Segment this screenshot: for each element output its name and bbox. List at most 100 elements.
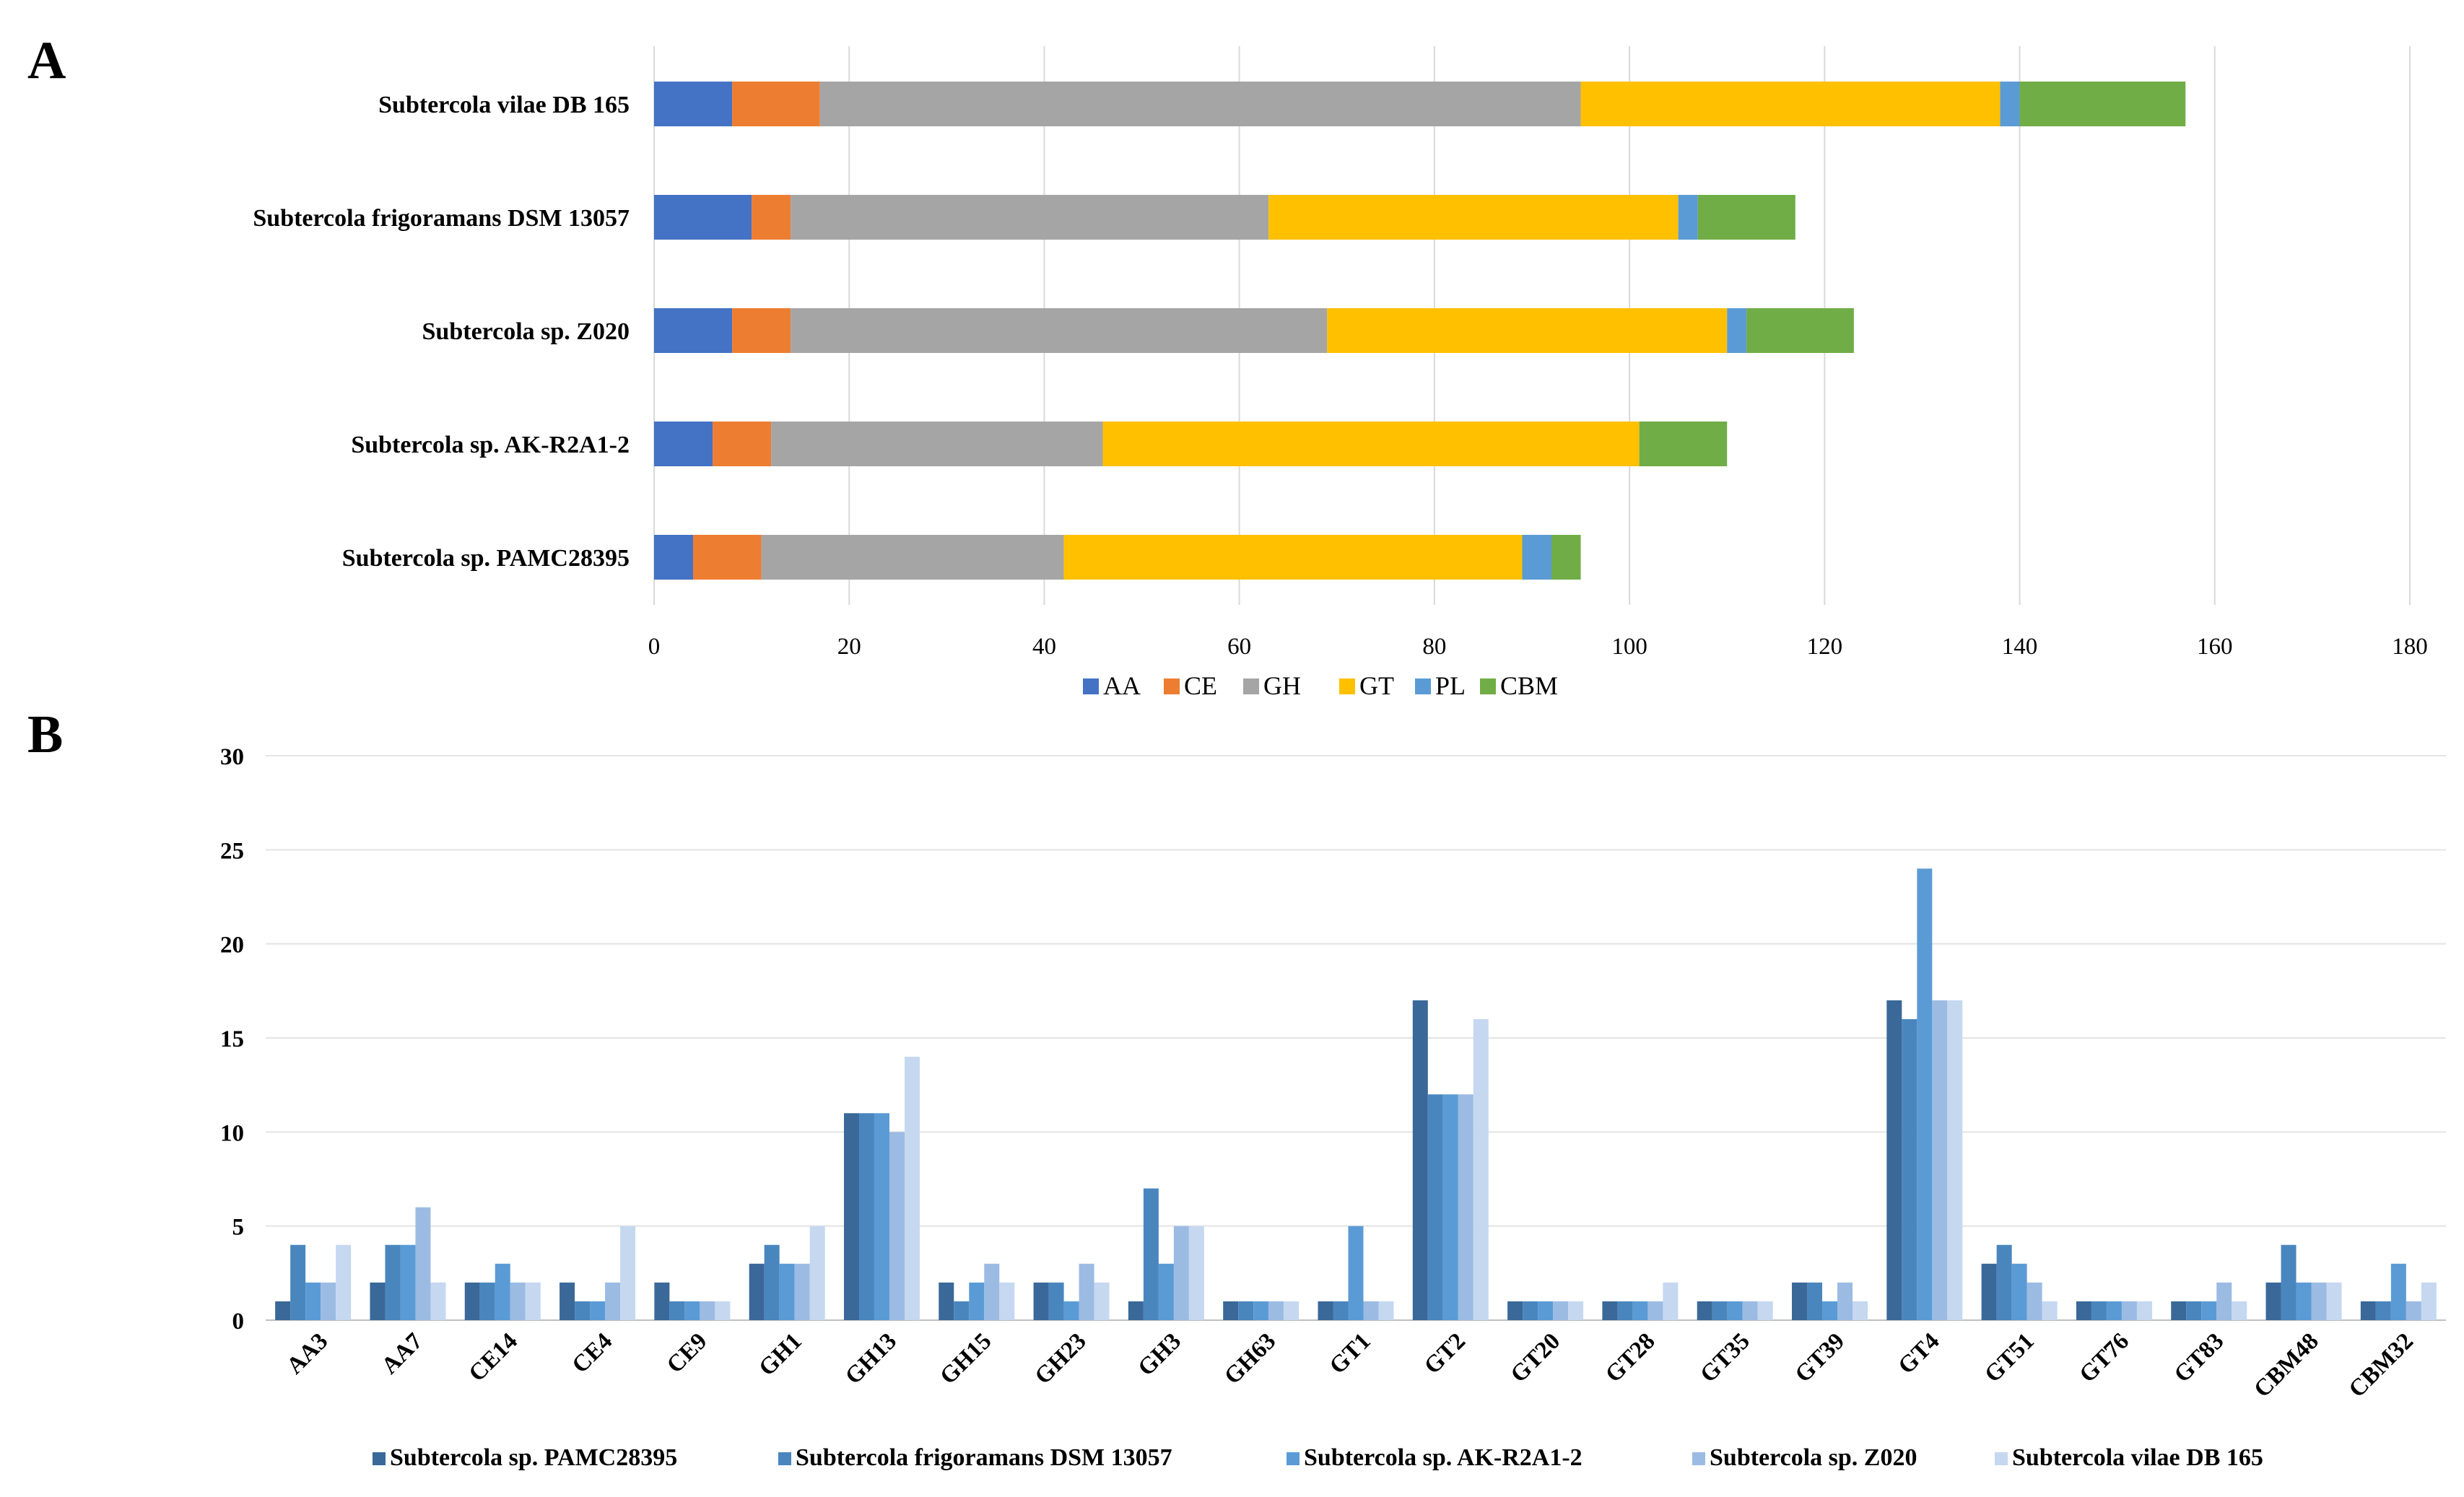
chart-b-bar [715, 1301, 731, 1320]
chart-a-bar-segment-gt [1580, 82, 2001, 126]
chart-a-bar-segment-aa [654, 82, 733, 126]
chart-a-bar-segment-ce [713, 422, 772, 466]
chart-b-bars [275, 868, 2437, 1320]
chart-b-bar [1284, 1301, 1300, 1320]
chart-b-bar [1568, 1301, 1584, 1320]
chart-b-bar [2406, 1301, 2421, 1320]
chart-b-bar [1268, 1301, 1284, 1320]
chart-b-category-labels: AA3 AA7 CE14 CE4 CE9 GH1 GH13 GH15 GH23 GH3 GH63 GT… [282, 1328, 2419, 1402]
chart-b-bar [1981, 1263, 1997, 1320]
chart-b-bar [575, 1301, 591, 1320]
chart-b-category-label: GT83 [2169, 1328, 2229, 1388]
chart-b-category-label: GH63 [1219, 1328, 1281, 1389]
chart-a-legend-label: GT [1359, 671, 1394, 700]
chart-b-y-tick-label: 15 [220, 1026, 244, 1052]
chart-b-bar [1538, 1301, 1554, 1320]
chart-a-legend-label: GH [1263, 671, 1301, 700]
chart-b-bar [479, 1282, 495, 1320]
chart-b-bar [605, 1282, 621, 1320]
chart-a-category-label: Subtercola sp. PAMC28395 [342, 545, 630, 572]
chart-b-category-label: CBM48 [2249, 1328, 2323, 1402]
chart-b-bar [1807, 1282, 1823, 1320]
chart-a-legend-swatch [1083, 678, 1099, 694]
chart-b-bar [654, 1282, 670, 1320]
chart-b-bar [560, 1282, 575, 1320]
chart-a-x-ticks: 0 20 40 60 80 100 120 140 160 180 [648, 634, 2428, 660]
chart-b-bar [1094, 1282, 1110, 1320]
chart-a-bar-segment-aa [654, 195, 752, 240]
chart-a-x-tick-label: 140 [2002, 634, 2038, 660]
chart-b: 0 5 10 15 20 25 30 AA3 AA7 CE14 CE4 CE9 GH1 GH13 GH15… [220, 744, 2446, 1471]
chart-b-bar [1442, 1094, 1458, 1320]
chart-a-bar-segment-gh [791, 308, 1328, 353]
chart-a-bar-segment-ce [732, 82, 820, 126]
chart-a-x-tick-label: 0 [648, 634, 661, 660]
chart-b-legend-swatch [1287, 1452, 1300, 1465]
chart-b-category-label: GT28 [1601, 1328, 1660, 1388]
chart-b-bar [904, 1057, 920, 1320]
chart-a-x-tick-label: 160 [2197, 634, 2233, 660]
chart-a-bar-segment-cbm [1697, 195, 1795, 240]
chart-b-bar [2421, 1282, 2437, 1320]
chart-b-bar [1143, 1188, 1159, 1320]
chart-a-x-tick-label: 60 [1227, 634, 1251, 660]
chart-b-bar [2311, 1282, 2327, 1320]
chart-b-bar [874, 1113, 889, 1320]
chart-b-bar [2281, 1244, 2297, 1320]
chart-b-bar [1188, 1226, 1204, 1320]
chart-b-bar [1697, 1301, 1712, 1320]
chart-b-bar [969, 1282, 985, 1320]
chart-b-bar [1363, 1301, 1379, 1320]
chart-b-legend-swatch [1692, 1452, 1705, 1465]
chart-a-legend-swatch [1415, 678, 1431, 694]
chart-b-category-label: GT51 [1980, 1328, 2039, 1388]
chart-b-y-tick-label: 20 [220, 933, 244, 959]
chart-a-bar-segment-pl [1522, 535, 1552, 580]
chart-b-bar [2201, 1301, 2217, 1320]
chart-b-bar [2296, 1282, 2312, 1320]
chart-a-x-tick-label: 180 [2392, 634, 2428, 660]
chart-b-bar [1663, 1282, 1679, 1320]
chart-b-bar [525, 1282, 541, 1320]
chart-a-bar-segment-aa [654, 308, 733, 353]
chart-a-category-label: Subtercola sp. AK-R2A1-2 [351, 432, 630, 458]
chart-a-category-label: Subtercola sp. Z020 [422, 318, 630, 345]
chart-b-y-tick-label: 0 [232, 1309, 245, 1335]
chart-a-bar-segment-cbm [1639, 422, 1728, 466]
chart-b-bar [1412, 1000, 1428, 1320]
chart-b-category-label: AA3 [282, 1328, 333, 1379]
chart-b-bar [1947, 1000, 1963, 1320]
chart-b-category-label: GH1 [754, 1328, 806, 1381]
chart-b-legend-label: Subtercola sp. Z020 [1710, 1444, 1917, 1471]
chart-a-legend: AA CE GH GT PL CBM [1083, 671, 1558, 700]
chart-b-bar [2042, 1301, 2058, 1320]
chart-b-bar [385, 1244, 401, 1320]
chart-b-bar [1602, 1301, 1618, 1320]
chart-b-bar [2076, 1301, 2091, 1320]
chart-b-bar [1318, 1301, 1333, 1320]
chart-a-x-tick-label: 80 [1422, 634, 1446, 660]
chart-b-category-label: GH15 [935, 1328, 996, 1389]
chart-a-bar-segment-pl [1727, 308, 1747, 353]
chart-a-bar-segment-gt [1268, 195, 1679, 240]
chart-a-bar-segment-pl [1678, 195, 1698, 240]
chart-b-bar [954, 1301, 970, 1320]
chart-b-legend: Subtercola sp. PAMC28395 Subtercola frigo… [373, 1444, 2263, 1471]
chart-b-bar [1427, 1094, 1443, 1320]
chart-b-bar [1079, 1263, 1094, 1320]
chart-a-legend-swatch [1339, 678, 1355, 694]
chart-b-y-tick-label: 30 [220, 744, 244, 770]
chart-a-bar-segment-cbm [1551, 535, 1581, 580]
chart-b-category-label: CE9 [662, 1328, 713, 1379]
chart-b-bar [749, 1263, 765, 1320]
chart-a-legend-swatch [1480, 678, 1496, 694]
chart-a-legend-label: PL [1435, 671, 1466, 700]
chart-b-legend-label: Subtercola sp. PAMC28395 [390, 1444, 677, 1471]
chart-b-bar [2232, 1301, 2247, 1320]
chart-b-category-label: GT4 [1894, 1328, 1945, 1379]
chart-b-category-label: CE4 [567, 1328, 618, 1379]
chart-b-bar [2186, 1301, 2202, 1320]
chart-b-bar [321, 1282, 336, 1320]
chart-b-y-tick-label: 25 [220, 838, 244, 864]
chart-b-legend-label: Subtercola frigoramans DSM 13057 [796, 1444, 1172, 1471]
